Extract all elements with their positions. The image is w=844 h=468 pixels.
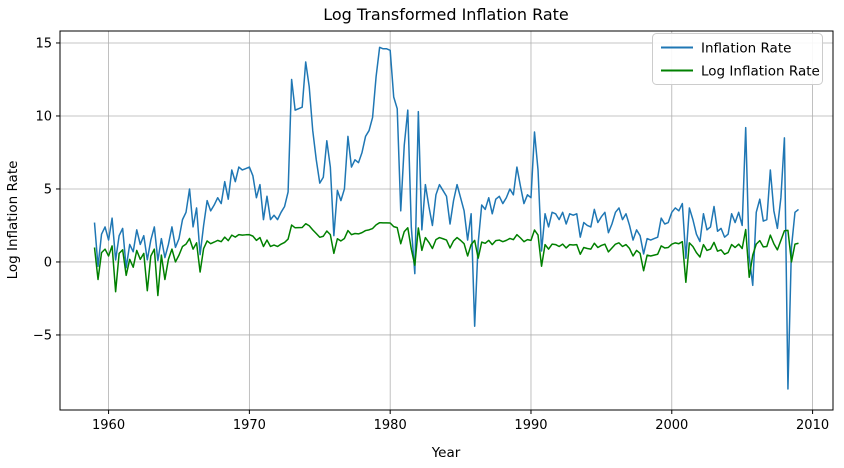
legend: Inflation Rate Log Inflation Rate [652, 33, 823, 85]
x-tick-label: 1960 [92, 418, 125, 433]
axis-tick-labels: 1960 1970 1980 1990 2000 2010 −5 0 5 10 15 [33, 36, 829, 433]
grid-lines [60, 31, 833, 410]
x-tick-label: 1990 [514, 418, 547, 433]
plot-border [59, 30, 834, 411]
x-axis-label: Year [431, 445, 461, 461]
y-tick-label: 10 [35, 109, 52, 124]
x-tick-label: 1980 [374, 418, 407, 433]
y-tick-label: 15 [35, 36, 52, 51]
y-tick-label: −5 [33, 328, 52, 343]
legend-label: Inflation Rate [701, 41, 791, 57]
legend-item-inflation-rate: Inflation Rate [661, 41, 791, 57]
x-tick-label: 1970 [233, 418, 266, 433]
data-series [93, 46, 799, 390]
x-tick-label: 2000 [655, 418, 688, 433]
series-line-log-inflation-rate [93, 221, 799, 297]
legend-item-log-inflation-rate: Log Inflation Rate [661, 64, 820, 80]
axis-ticks [56, 42, 814, 414]
legend-box [652, 33, 823, 85]
series-line-inflation-rate [93, 46, 799, 390]
y-tick-label: 5 [44, 182, 52, 197]
x-tick-label: 2010 [796, 418, 829, 433]
y-axis-label: Log Inflation Rate [5, 161, 21, 280]
chart-title: Log Transformed Inflation Rate [323, 5, 569, 24]
y-tick-label: 0 [44, 255, 52, 270]
legend-label: Log Inflation Rate [701, 64, 820, 80]
